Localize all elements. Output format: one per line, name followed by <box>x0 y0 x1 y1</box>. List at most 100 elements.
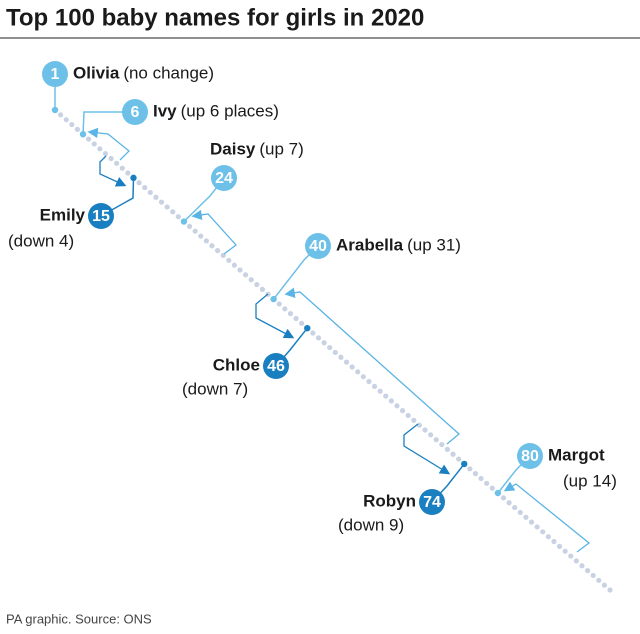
rank-dot <box>102 151 109 157</box>
rank-dot <box>343 359 350 365</box>
rank-dot <box>170 209 176 215</box>
name: Daisy <box>210 139 256 158</box>
rank-dot <box>198 233 204 239</box>
rank-dot <box>540 529 546 535</box>
rank-dot <box>315 335 322 341</box>
arrow <box>284 287 460 445</box>
rank-dot <box>433 437 439 443</box>
rank-dot <box>142 184 148 191</box>
rank-line <box>52 107 613 593</box>
rank-dot <box>411 417 417 423</box>
rank-marker <box>130 174 137 182</box>
rank-dot <box>125 170 131 176</box>
rank-dot <box>484 480 490 486</box>
rank-dot <box>439 441 445 448</box>
rank-dot <box>601 582 607 588</box>
change: (down 9) <box>338 515 404 534</box>
name: Margot <box>548 445 605 464</box>
labels: 1 Olivia (no change) 6 Ivy (up 6 places) 15 Emi… <box>8 61 617 534</box>
rank-dot <box>63 117 69 123</box>
rank-dot <box>74 126 81 132</box>
rank-dot <box>231 262 237 268</box>
rank-dot <box>489 485 495 491</box>
rank-badge <box>305 233 331 259</box>
rank-dot <box>472 471 479 477</box>
rank-dot <box>58 112 64 118</box>
rank-dot <box>192 228 198 234</box>
rank-dot <box>293 315 299 322</box>
rank-dot <box>209 243 215 249</box>
rank-dot <box>450 451 456 457</box>
rank-dot <box>512 504 518 511</box>
rank-dot <box>551 538 557 545</box>
rank-dot <box>383 393 389 399</box>
rank-dot <box>349 364 355 370</box>
rank-dot <box>517 509 523 516</box>
change: (down 7) <box>182 379 248 398</box>
rank-dot <box>248 277 254 283</box>
rank-dot <box>147 189 153 196</box>
rank-number: 40 <box>309 238 327 255</box>
rank-dot <box>371 383 378 389</box>
rank-dot <box>254 281 260 288</box>
rank-dot <box>332 349 338 356</box>
rank-dot <box>321 340 327 346</box>
rank-dot <box>287 311 294 317</box>
rank-dot <box>243 272 249 278</box>
rank-dot <box>164 204 170 210</box>
rank-dot <box>86 136 92 142</box>
arrow <box>191 209 237 255</box>
rank-dot <box>91 141 97 147</box>
rank-dot <box>573 558 579 564</box>
rank-dot <box>467 466 473 472</box>
rank-marker <box>180 218 188 225</box>
rank-dot <box>579 563 585 569</box>
arrow <box>255 293 295 339</box>
rank-marker <box>79 131 87 138</box>
movement-arrows <box>87 127 591 553</box>
rank-number: 74 <box>423 494 441 511</box>
rank-dot <box>366 378 372 385</box>
rank-dot <box>584 568 591 574</box>
rank-dot <box>394 403 400 409</box>
rank-dot <box>97 146 103 152</box>
change: (up 31) <box>407 235 461 254</box>
name: Olivia <box>73 63 120 82</box>
rank-dot <box>119 165 125 171</box>
rank-dot <box>500 495 507 501</box>
rank-dot <box>590 572 596 579</box>
rank-dot <box>360 374 366 380</box>
change: (no change) <box>123 63 214 82</box>
rank-dot <box>259 286 266 292</box>
rank-badge <box>122 99 148 125</box>
rank-dot <box>556 543 563 549</box>
change: (up 14) <box>563 471 617 490</box>
rank-marker <box>461 460 468 468</box>
rank-dot <box>568 553 574 559</box>
rank-dot <box>214 248 221 254</box>
rank-badge <box>517 443 543 469</box>
rank-dot <box>534 524 540 530</box>
rank-dot <box>158 199 165 205</box>
rank-number: 6 <box>131 104 140 121</box>
rank-marker <box>270 295 277 303</box>
rank-dot <box>310 330 316 336</box>
change: (up 7) <box>259 139 303 158</box>
rank-dot <box>69 121 75 128</box>
rank-badge <box>42 61 68 87</box>
title: Top 100 baby names for girls in 2020 <box>6 4 424 31</box>
rank-dot <box>607 587 613 593</box>
rank-dot <box>399 408 406 414</box>
rank-number: 15 <box>92 208 110 225</box>
rank-dot <box>456 456 462 462</box>
rank-number: 1 <box>51 66 60 83</box>
rank-dot <box>528 519 535 525</box>
rank-badge <box>88 203 114 229</box>
rank-number: 24 <box>215 170 233 187</box>
rank-dot <box>226 257 232 263</box>
rank-dot <box>388 398 394 404</box>
rank-dot <box>355 369 361 375</box>
arrow <box>403 423 451 475</box>
rank-dot <box>405 412 411 419</box>
